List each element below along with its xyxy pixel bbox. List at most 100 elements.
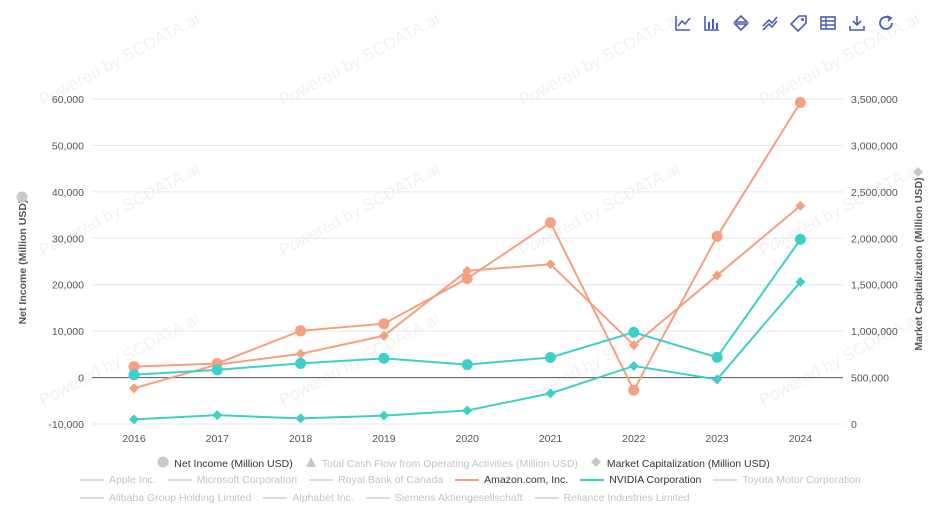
data-point: [712, 374, 723, 385]
series-line-nvidia-corporationnet_income: [133, 238, 802, 376]
data-point: [628, 326, 640, 338]
legend-company-item[interactable]: Royal Bank of Canada: [309, 474, 443, 486]
x-axis-tick-label: 2016: [122, 433, 146, 445]
data-point: [795, 200, 806, 211]
legend-company-item[interactable]: Amazon.com, Inc.: [455, 474, 568, 486]
legend-company-label: Alibaba Group Holding Limited: [109, 492, 252, 504]
legend-company-item[interactable]: NVIDIA Corporation: [580, 474, 701, 486]
legend-line-swatch: [713, 479, 738, 481]
legend-company-item[interactable]: Alibaba Group Holding Limited: [80, 492, 251, 504]
legend-company-label: Toyota Motor Corporation: [742, 474, 861, 486]
legend-line-swatch: [580, 479, 605, 481]
data-point: [211, 364, 223, 376]
data-point: [462, 265, 473, 276]
data-point: [128, 361, 140, 373]
series-line-nvidia-corporationmarket_cap: [133, 281, 802, 421]
right-axis-tick-label: 500,000: [851, 373, 889, 385]
legend-line-swatch: [455, 479, 480, 481]
right-axis-tick-label: 3,000,000: [851, 140, 898, 152]
left-axis-title: Net Income (Million USD): [17, 200, 29, 325]
data-point: [295, 348, 306, 359]
data-point: [378, 352, 390, 364]
data-point: [711, 351, 723, 363]
tag-icon[interactable]: [790, 14, 808, 32]
combo-line-chart: 60,000 50,000 40,000 30,000 20,000 10,000 0 -10…: [16, 94, 925, 445]
x-axis-tick-label: 2022: [622, 433, 646, 445]
legend-company-item[interactable]: Siemens Aktiengesellschaft: [365, 492, 523, 504]
x-axis-tick-label: 2017: [206, 433, 230, 445]
legend-measure-triangle[interactable]: Total Cash Flow from Operating Activitie…: [305, 456, 578, 471]
diamond-icon: [590, 456, 602, 471]
data-point: [378, 318, 390, 330]
data-point: [545, 351, 556, 363]
table-icon[interactable]: [819, 14, 837, 32]
legend-company-item[interactable]: Toyota Motor Corporation: [713, 474, 861, 486]
legend-company-label: Amazon.com, Inc.: [484, 474, 569, 486]
legend-companies-row-1: Apple Inc. Microsoft Corporation Royal Ban…: [0, 474, 939, 486]
circle-icon: [157, 456, 169, 471]
left-axis-tick-label: 10,000: [52, 326, 84, 338]
right-axis-tick-label: 0: [851, 419, 857, 431]
left-axis-tick-label: 60,000: [52, 94, 84, 106]
legend-company-item[interactable]: Apple Inc.: [80, 474, 156, 486]
right-axis-tick-label: 3,500,000: [851, 94, 898, 106]
legend-company-label: NVIDIA Corporation: [609, 474, 702, 486]
data-point: [795, 276, 806, 287]
left-axis-circle-icon: [16, 191, 28, 203]
legend-line-swatch: [80, 479, 104, 481]
data-point: [212, 410, 223, 421]
legend-line-swatch: [365, 497, 390, 499]
data-point: [794, 96, 806, 108]
data-point: [378, 410, 389, 421]
legend-company-label: Apple Inc.: [109, 474, 156, 486]
legend-line-swatch: [309, 479, 334, 481]
data-point: [461, 359, 473, 371]
data-point: [129, 414, 139, 425]
legend-company-item[interactable]: Reliance Industries Limited: [534, 492, 690, 504]
chart-toolbar: [674, 14, 895, 32]
right-axis-tick-label: 2,500,000: [851, 187, 898, 199]
data-point: [711, 230, 723, 242]
left-axis-tick-label: 0: [78, 373, 84, 385]
legend-line-swatch: [263, 497, 288, 499]
legend-measure-label: Net Income (Million USD): [174, 457, 293, 470]
legend-measure-diamond[interactable]: Market Capitalization (Million USD): [590, 456, 770, 471]
data-point: [295, 325, 307, 337]
x-axis-tick-label: 2020: [456, 433, 480, 445]
legend-line-swatch: [534, 497, 559, 499]
left-axis-tick-label: 30,000: [52, 233, 84, 245]
data-point: [461, 273, 473, 285]
data-point: [628, 384, 640, 396]
x-axis-tick-label: 2018: [289, 433, 313, 445]
legend-measure-label: Market Capitalization (Million USD): [606, 457, 770, 470]
data-point: [545, 388, 556, 399]
right-axis-tick-label: 1,000,000: [851, 326, 898, 338]
data-point: [628, 360, 639, 371]
legend-company-item[interactable]: Microsoft Corporation: [167, 474, 297, 486]
refresh-icon[interactable]: [877, 14, 895, 32]
data-point: [129, 383, 139, 394]
right-axis-title: Market Capitalization (Million USD): [913, 177, 925, 350]
sort-icon[interactable]: [732, 14, 750, 32]
legend-measure-label: Total Cash Flow from Operating Activitie…: [321, 457, 578, 470]
left-axis-tick-label: 20,000: [52, 280, 84, 292]
legend-measures: Net Income (Million USD) Total Cash Flow …: [0, 456, 939, 471]
data-point: [545, 217, 556, 229]
data-point: [545, 259, 556, 270]
line-chart-icon[interactable]: [674, 14, 692, 32]
legend-line-swatch: [167, 479, 192, 481]
right-axis-diamond-icon: [913, 167, 923, 177]
legend-measure-circle[interactable]: Net Income (Million USD): [157, 456, 293, 471]
x-axis-tick-label: 2019: [372, 433, 396, 445]
stack-icon[interactable]: [761, 14, 779, 32]
data-point: [712, 270, 723, 281]
data-point: [794, 233, 806, 245]
download-icon[interactable]: [848, 14, 866, 32]
bar-chart-icon[interactable]: [703, 14, 721, 32]
data-point: [295, 413, 306, 424]
x-axis-tick-label: 2021: [539, 433, 563, 445]
legend-company-label: Siemens Aktiengesellschaft: [394, 492, 523, 504]
left-axis-tick-label: 50,000: [52, 140, 84, 152]
legend-company-item[interactable]: Alphabet Inc.: [263, 492, 354, 504]
legend-company-label: Alphabet Inc.: [292, 492, 354, 504]
